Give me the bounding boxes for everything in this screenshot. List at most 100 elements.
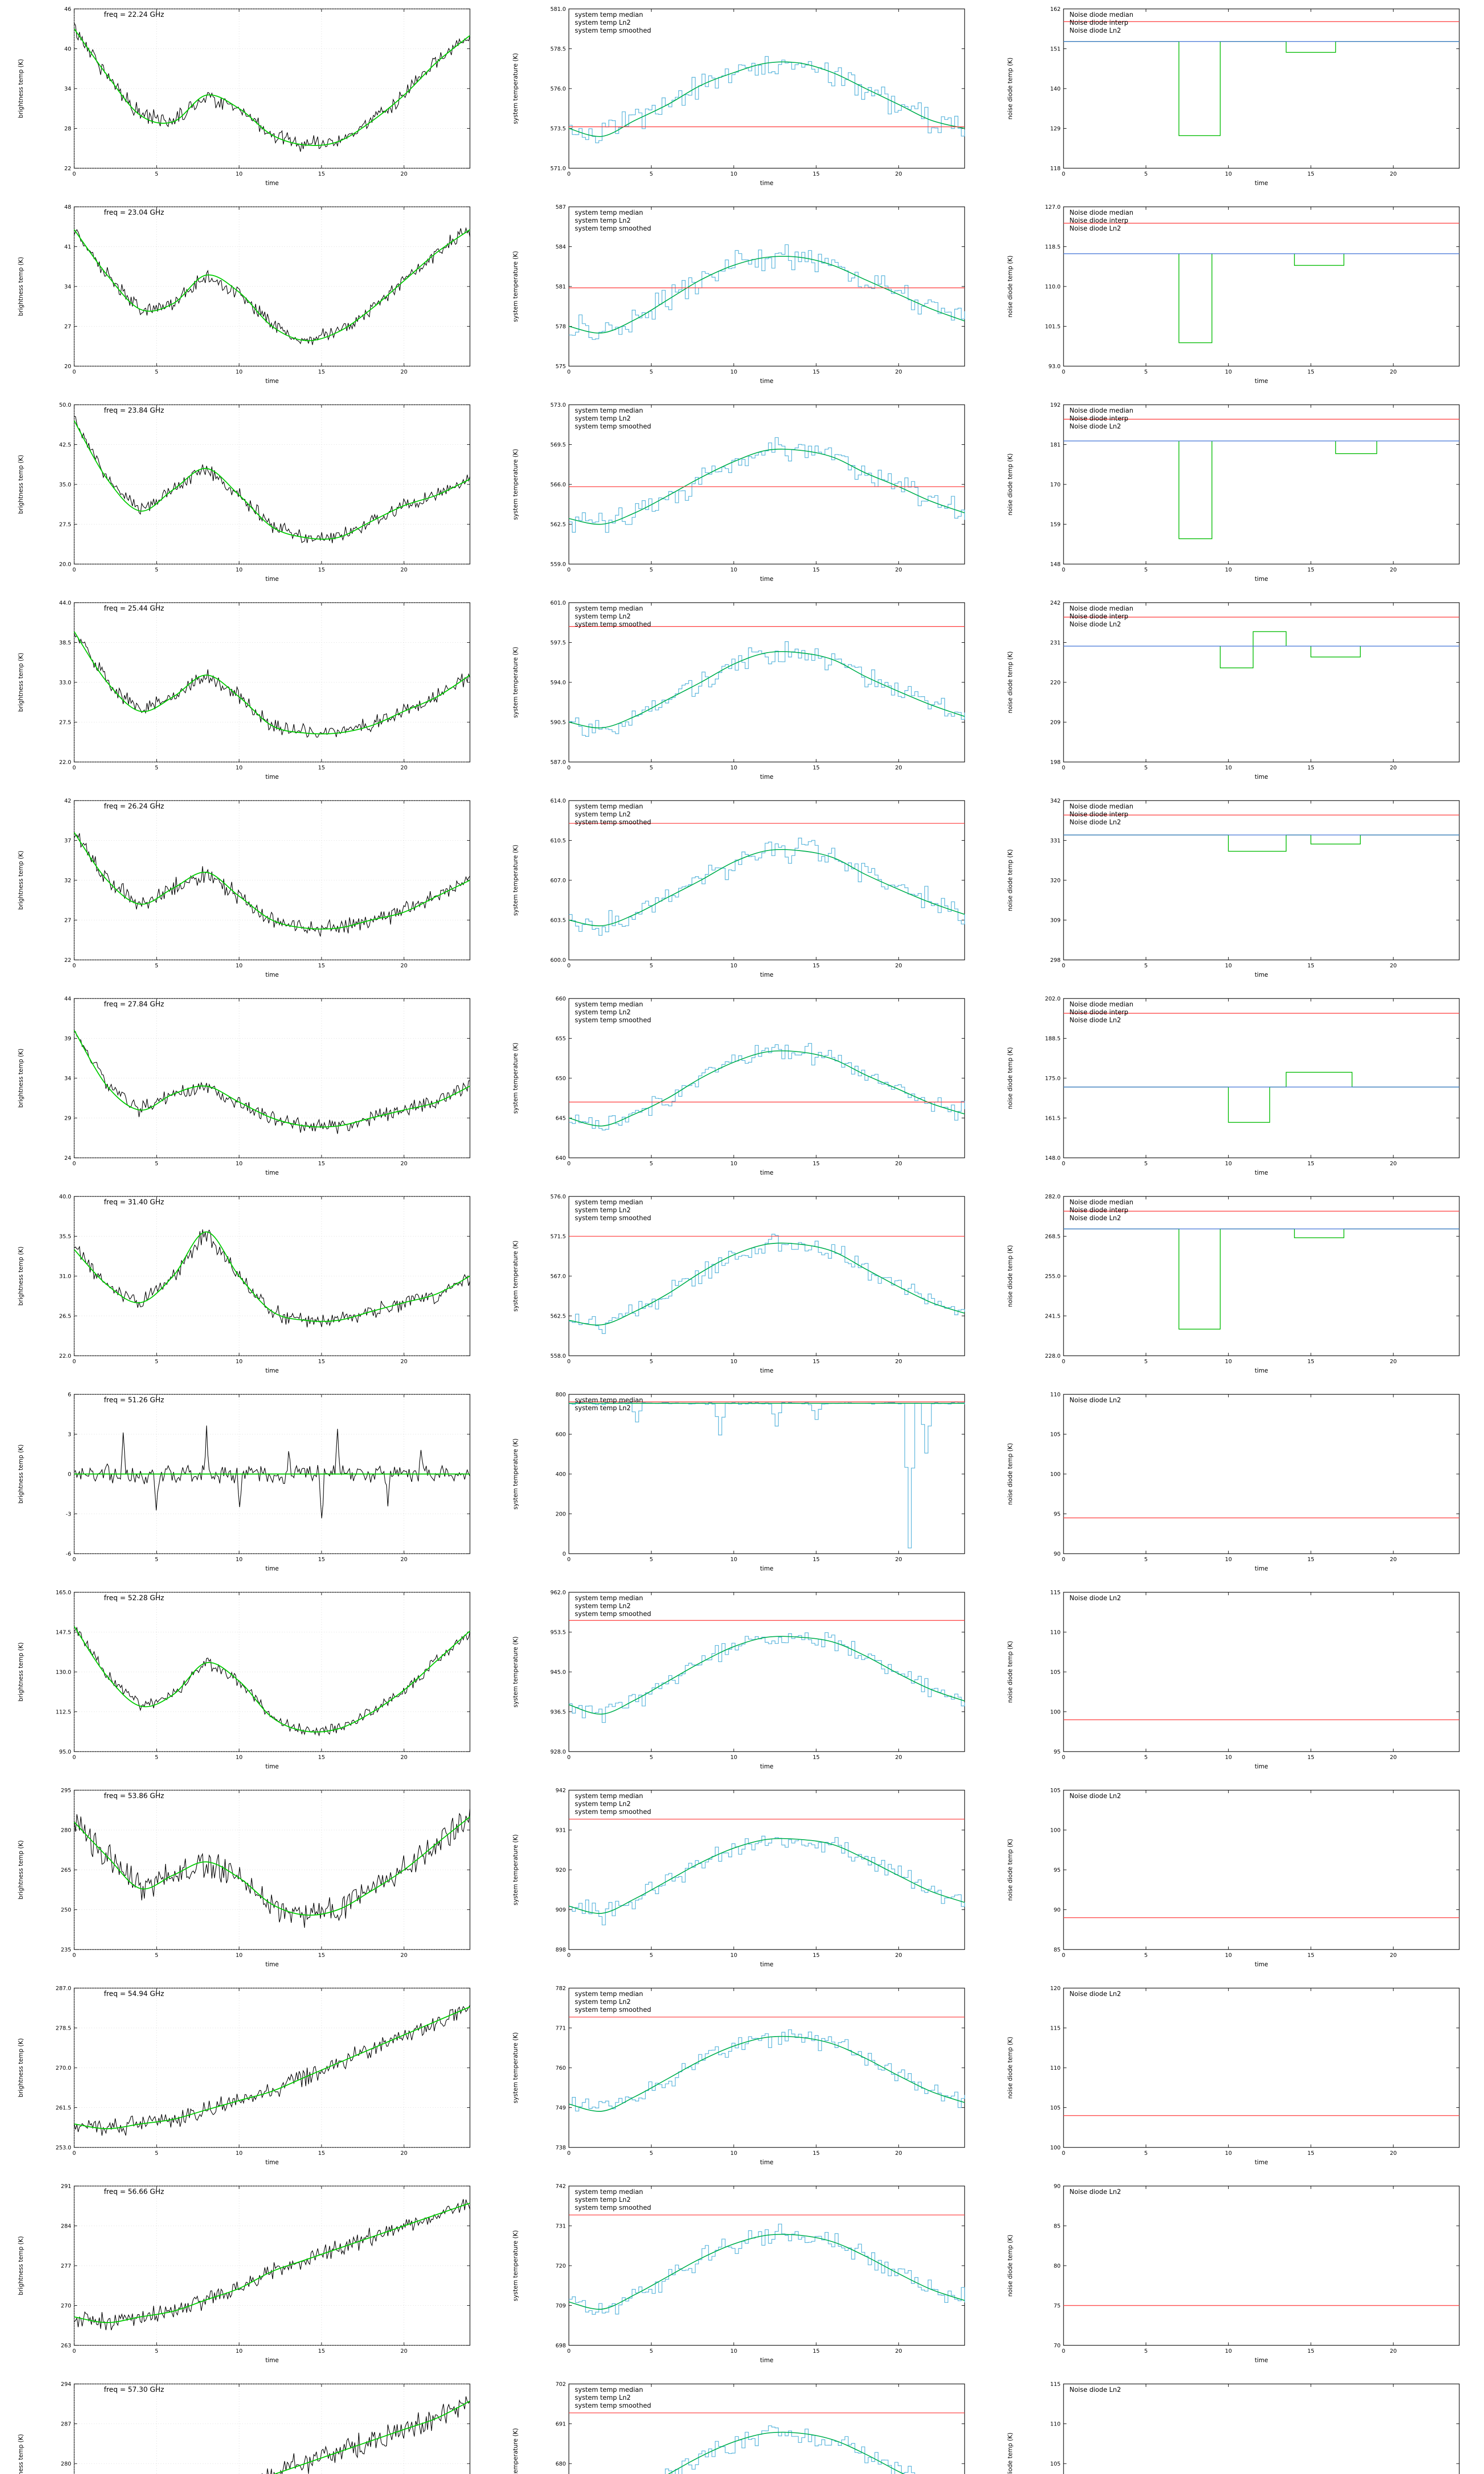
y-tick-label: 261.5 bbox=[56, 2105, 72, 2111]
y-tick-label: 202.0 bbox=[1045, 996, 1061, 1002]
y-tick-label: 571.5 bbox=[551, 1234, 566, 1240]
y-tick-label: 33.0 bbox=[59, 679, 72, 686]
x-tick-label: 10 bbox=[235, 1556, 242, 1563]
y-axis-label: system temperature (K) bbox=[512, 845, 519, 916]
x-tick-label: 15 bbox=[318, 1952, 325, 1958]
tsys-ln2-trace bbox=[569, 1043, 965, 1131]
legend-entry: system temp smoothed bbox=[575, 1611, 651, 1618]
x-tick-label: 15 bbox=[318, 1754, 325, 1760]
panel-noise-diode-1: 0 5 10 15 20 93.0 101.5 110.0 118.5 127.0 time nois… bbox=[1007, 204, 1460, 384]
x-tick-label: 15 bbox=[1307, 1160, 1314, 1167]
legend-entry: system temp median bbox=[575, 803, 643, 810]
x-tick-label: 5 bbox=[1144, 1160, 1148, 1167]
legend-entry: Noise diode interp bbox=[1069, 613, 1128, 620]
tb-smooth-trace bbox=[74, 420, 470, 540]
legend-entry: system temp smoothed bbox=[575, 2204, 651, 2212]
y-tick-label: 287.0 bbox=[56, 1985, 72, 1992]
legend-entry: system temp median bbox=[575, 1199, 643, 1206]
y-axis-label: system temperature (K) bbox=[512, 1438, 519, 1510]
x-tick-label: 0 bbox=[1062, 1160, 1066, 1167]
y-tick-label: 85 bbox=[1054, 2223, 1061, 2230]
plot-frame bbox=[1063, 8, 1460, 169]
y-axis-label: noise diode temp (K) bbox=[1007, 57, 1014, 119]
y-tick-label: 231 bbox=[1050, 640, 1061, 646]
tb-raw-trace bbox=[74, 1808, 470, 1928]
legend-entry: Noise diode median bbox=[1069, 11, 1133, 19]
legend-entry: Noise diode median bbox=[1069, 1001, 1133, 1008]
y-tick-label: 680 bbox=[556, 2461, 566, 2467]
x-axis-label: time bbox=[265, 378, 278, 384]
panel-system-temp-6: 0 5 10 15 20 558.0 562.5 567.0 571.5 576.0 time sys… bbox=[512, 1193, 965, 1374]
x-tick-label: 15 bbox=[1307, 1358, 1314, 1365]
x-tick-label: 15 bbox=[813, 2150, 820, 2156]
y-tick-label: 228.0 bbox=[1045, 1353, 1061, 1359]
y-tick-label: 578 bbox=[556, 324, 566, 330]
y-axis-label: system temperature (K) bbox=[512, 449, 519, 520]
x-tick-label: 10 bbox=[235, 2150, 242, 2156]
y-tick-label: 44 bbox=[64, 996, 71, 1002]
x-tick-label: 0 bbox=[567, 1358, 571, 1365]
legend-entry: Noise diode median bbox=[1069, 209, 1133, 217]
panel-title-freq: freq = 26.24 GHz bbox=[104, 803, 164, 810]
y-tick-label: 105 bbox=[1050, 1669, 1061, 1675]
tsys-ln2-trace bbox=[569, 2224, 965, 2315]
y-tick-label: 581 bbox=[556, 284, 566, 290]
x-tick-label: 20 bbox=[401, 1754, 408, 1760]
y-tick-label: 110 bbox=[1050, 1391, 1061, 1398]
y-axis-label: system temperature (K) bbox=[512, 2428, 519, 2474]
x-tick-label: 10 bbox=[730, 2150, 737, 2156]
legend-entry: system temp Ln2 bbox=[575, 415, 631, 423]
panel-brightness-temp-2: 0 5 10 15 20 20.0 27.5 35.0 42.5 50.0 time brightne… bbox=[17, 402, 470, 582]
y-tick-label: 898 bbox=[556, 1947, 566, 1953]
x-tick-label: 20 bbox=[1390, 962, 1397, 969]
x-tick-label: 20 bbox=[1390, 1754, 1397, 1760]
tb-smooth-trace bbox=[74, 1231, 470, 1322]
y-axis-label: noise diode temp (K) bbox=[1007, 651, 1014, 713]
x-tick-label: 5 bbox=[155, 1952, 158, 1958]
y-tick-label: 27 bbox=[64, 324, 71, 330]
y-axis-label: brightness temp (K) bbox=[17, 2038, 24, 2097]
y-tick-label: 587.0 bbox=[551, 759, 566, 765]
tsys-smoothed-trace bbox=[568, 1050, 965, 1127]
x-tick-label: 0 bbox=[73, 567, 76, 573]
y-tick-label: 928.0 bbox=[551, 1749, 566, 1755]
x-axis-label: time bbox=[1254, 1565, 1268, 1572]
y-axis-label: system temperature (K) bbox=[512, 647, 519, 718]
y-axis-label: system temperature (K) bbox=[512, 1043, 519, 1114]
panel-system-temp-5: 0 5 10 15 20 640 645 650 655 660 time system temper… bbox=[512, 996, 965, 1176]
y-tick-label: 760 bbox=[556, 2065, 566, 2071]
tb-raw-trace bbox=[74, 1426, 470, 1519]
legend-entry: system temp median bbox=[575, 1397, 643, 1404]
x-tick-label: 10 bbox=[235, 1754, 242, 1760]
y-tick-label: 597.5 bbox=[551, 640, 566, 646]
legend-entry: Noise diode Ln2 bbox=[1069, 423, 1121, 430]
x-tick-label: 15 bbox=[813, 369, 820, 375]
tsys-smoothed-trace bbox=[568, 2036, 965, 2112]
legend-entry: Noise diode interp bbox=[1069, 19, 1128, 27]
tb-raw-trace bbox=[74, 1229, 470, 1328]
tsys-ln2-trace bbox=[569, 1401, 965, 1549]
y-tick-label: 255.0 bbox=[1045, 1273, 1061, 1280]
x-tick-label: 20 bbox=[401, 2150, 408, 2156]
tb-raw-trace bbox=[74, 416, 470, 543]
legend-entry: system temp Ln2 bbox=[575, 217, 631, 225]
tb-raw-trace bbox=[74, 833, 470, 937]
x-tick-label: 0 bbox=[1062, 1754, 1066, 1760]
y-tick-label: 594.0 bbox=[551, 679, 566, 686]
x-tick-label: 10 bbox=[1225, 1160, 1232, 1167]
x-tick-label: 20 bbox=[1390, 1358, 1397, 1365]
x-tick-label: 5 bbox=[155, 962, 158, 969]
y-tick-label: 95.0 bbox=[59, 1749, 72, 1755]
plot-row-56.66GHz: 0 5 10 15 20 263 270 277 284 291 time brightness te… bbox=[0, 2177, 1484, 2375]
legend-entry: system temp Ln2 bbox=[575, 1009, 631, 1016]
y-tick-label: 50.0 bbox=[59, 402, 72, 408]
y-tick-label: 105 bbox=[1050, 2461, 1061, 2467]
x-tick-label: 5 bbox=[1144, 1754, 1148, 1760]
y-tick-label: 188.5 bbox=[1045, 1036, 1061, 1042]
y-axis-label: brightness temp (K) bbox=[17, 59, 24, 118]
tsys-smoothed-trace bbox=[568, 61, 965, 137]
x-tick-label: 15 bbox=[318, 2150, 325, 2156]
y-tick-label: 115 bbox=[1050, 1589, 1061, 1596]
y-tick-label: 44.0 bbox=[59, 600, 72, 606]
